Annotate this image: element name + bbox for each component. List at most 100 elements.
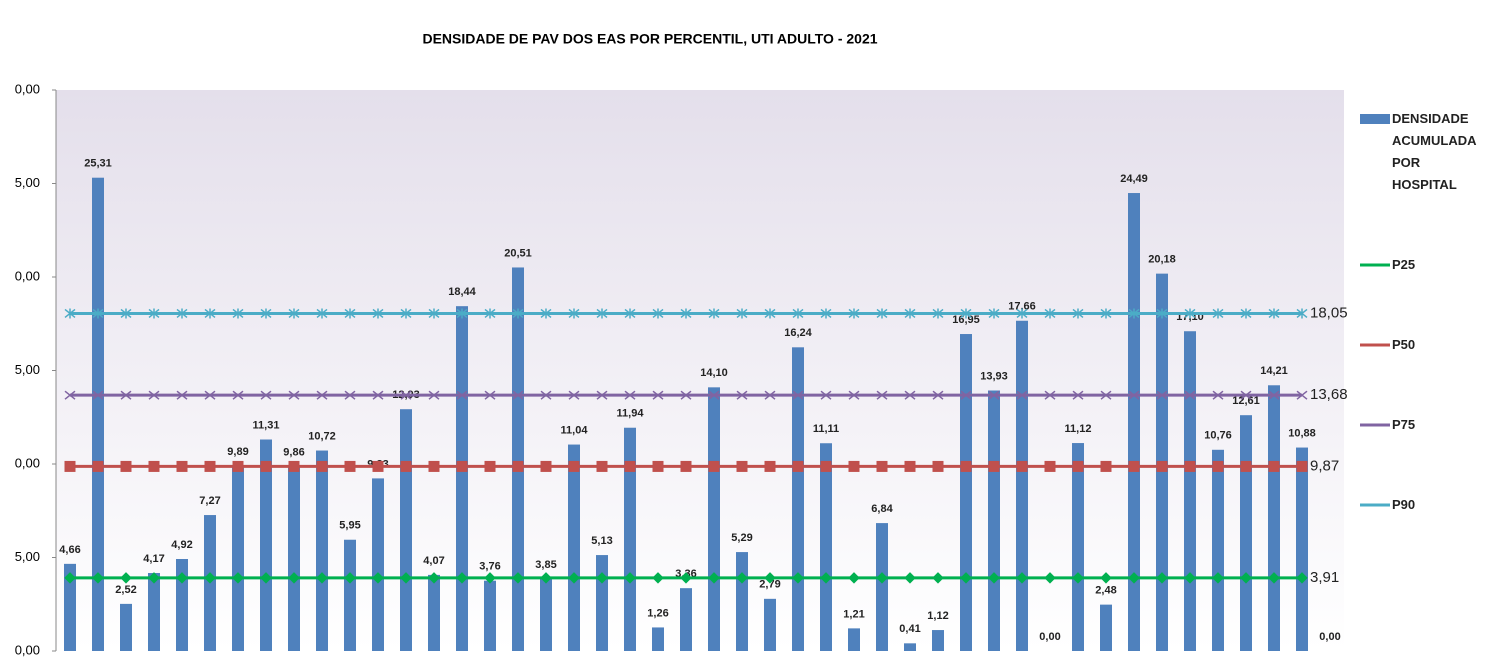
marker	[568, 308, 580, 319]
data-label: 10,76	[1204, 430, 1232, 442]
y-tick-label: 0,00	[15, 455, 40, 470]
marker	[484, 460, 496, 472]
marker	[1128, 390, 1140, 400]
data-label: 10,88	[1288, 427, 1316, 439]
marker	[1184, 572, 1196, 584]
bar	[820, 443, 832, 651]
data-label: 1,26	[647, 607, 668, 619]
end-label: 13,68	[1310, 386, 1348, 403]
marker	[1072, 460, 1084, 472]
marker	[960, 460, 972, 472]
bar	[372, 478, 384, 651]
marker	[64, 460, 76, 472]
marker	[764, 572, 776, 584]
data-label: 14,21	[1260, 365, 1288, 377]
bar	[988, 390, 1000, 651]
marker	[1100, 572, 1112, 584]
marker	[1296, 390, 1308, 400]
marker	[1016, 308, 1028, 319]
data-label: 5,13	[591, 535, 612, 547]
marker	[316, 390, 328, 400]
bar	[176, 558, 188, 651]
marker	[1072, 308, 1084, 319]
data-label: 13,93	[980, 370, 1008, 382]
marker	[484, 308, 496, 319]
marker	[484, 390, 496, 400]
y-tick-label: 5,00	[15, 175, 40, 190]
data-label: 6,84	[871, 503, 893, 515]
marker	[400, 390, 412, 400]
marker	[932, 572, 944, 584]
marker	[876, 572, 888, 584]
marker	[372, 572, 384, 584]
marker	[680, 308, 692, 319]
marker	[1184, 390, 1196, 400]
legend-item: DENSIDADE ACUMULADA POR HOSPITAL	[1360, 108, 1485, 196]
y-tick-label: 5,00	[15, 362, 40, 377]
marker	[652, 390, 664, 400]
bar	[400, 409, 412, 651]
bar	[260, 439, 272, 651]
bar	[484, 580, 496, 651]
data-label: 0,41	[899, 623, 920, 635]
marker	[792, 390, 804, 400]
legend-item: P50	[1360, 334, 1485, 356]
marker	[1240, 308, 1252, 319]
data-label: 11,31	[253, 419, 280, 431]
marker	[1240, 390, 1252, 400]
marker	[64, 390, 76, 400]
marker	[288, 390, 300, 400]
bar	[652, 627, 664, 651]
marker	[1016, 390, 1028, 400]
data-label: 2,48	[1095, 585, 1116, 597]
marker	[1268, 390, 1280, 400]
bar	[596, 555, 608, 651]
marker	[680, 572, 692, 584]
bar	[1296, 447, 1308, 651]
bar	[344, 539, 356, 651]
marker	[400, 572, 412, 584]
legend-icon	[1360, 423, 1390, 427]
data-label: 2,79	[759, 579, 780, 591]
marker	[1268, 572, 1280, 584]
marker	[428, 390, 440, 400]
marker	[1016, 572, 1028, 584]
marker	[1128, 572, 1140, 584]
legend-label: DENSIDADE ACUMULADA POR HOSPITAL	[1392, 111, 1477, 192]
legend-icon	[1360, 343, 1390, 347]
marker	[1044, 460, 1056, 472]
bar	[764, 598, 776, 651]
marker	[1296, 308, 1308, 319]
data-label: 5,29	[731, 532, 752, 544]
marker	[288, 308, 300, 319]
marker	[372, 390, 384, 400]
marker	[848, 572, 860, 584]
marker	[540, 572, 552, 584]
data-label: 4,07	[423, 555, 444, 567]
data-label: 12,61	[1232, 395, 1260, 407]
marker	[484, 572, 496, 584]
bar	[120, 603, 132, 651]
marker	[1184, 460, 1196, 472]
y-tick-label: 0,00	[15, 268, 40, 283]
marker	[764, 460, 776, 472]
marker	[148, 308, 160, 319]
marker	[92, 460, 104, 472]
marker	[596, 390, 608, 400]
marker	[428, 308, 440, 319]
bar	[288, 466, 300, 651]
marker	[260, 390, 272, 400]
data-label: 9,86	[283, 447, 304, 459]
marker	[92, 308, 104, 319]
legend-item: P25	[1360, 254, 1485, 276]
data-label: 5,95	[339, 520, 360, 532]
marker	[400, 460, 412, 472]
marker	[1240, 572, 1252, 584]
marker	[1156, 572, 1168, 584]
bar	[64, 563, 76, 651]
marker	[232, 308, 244, 319]
bar	[92, 177, 104, 651]
marker	[988, 390, 1000, 400]
data-label: 17,66	[1008, 301, 1036, 313]
